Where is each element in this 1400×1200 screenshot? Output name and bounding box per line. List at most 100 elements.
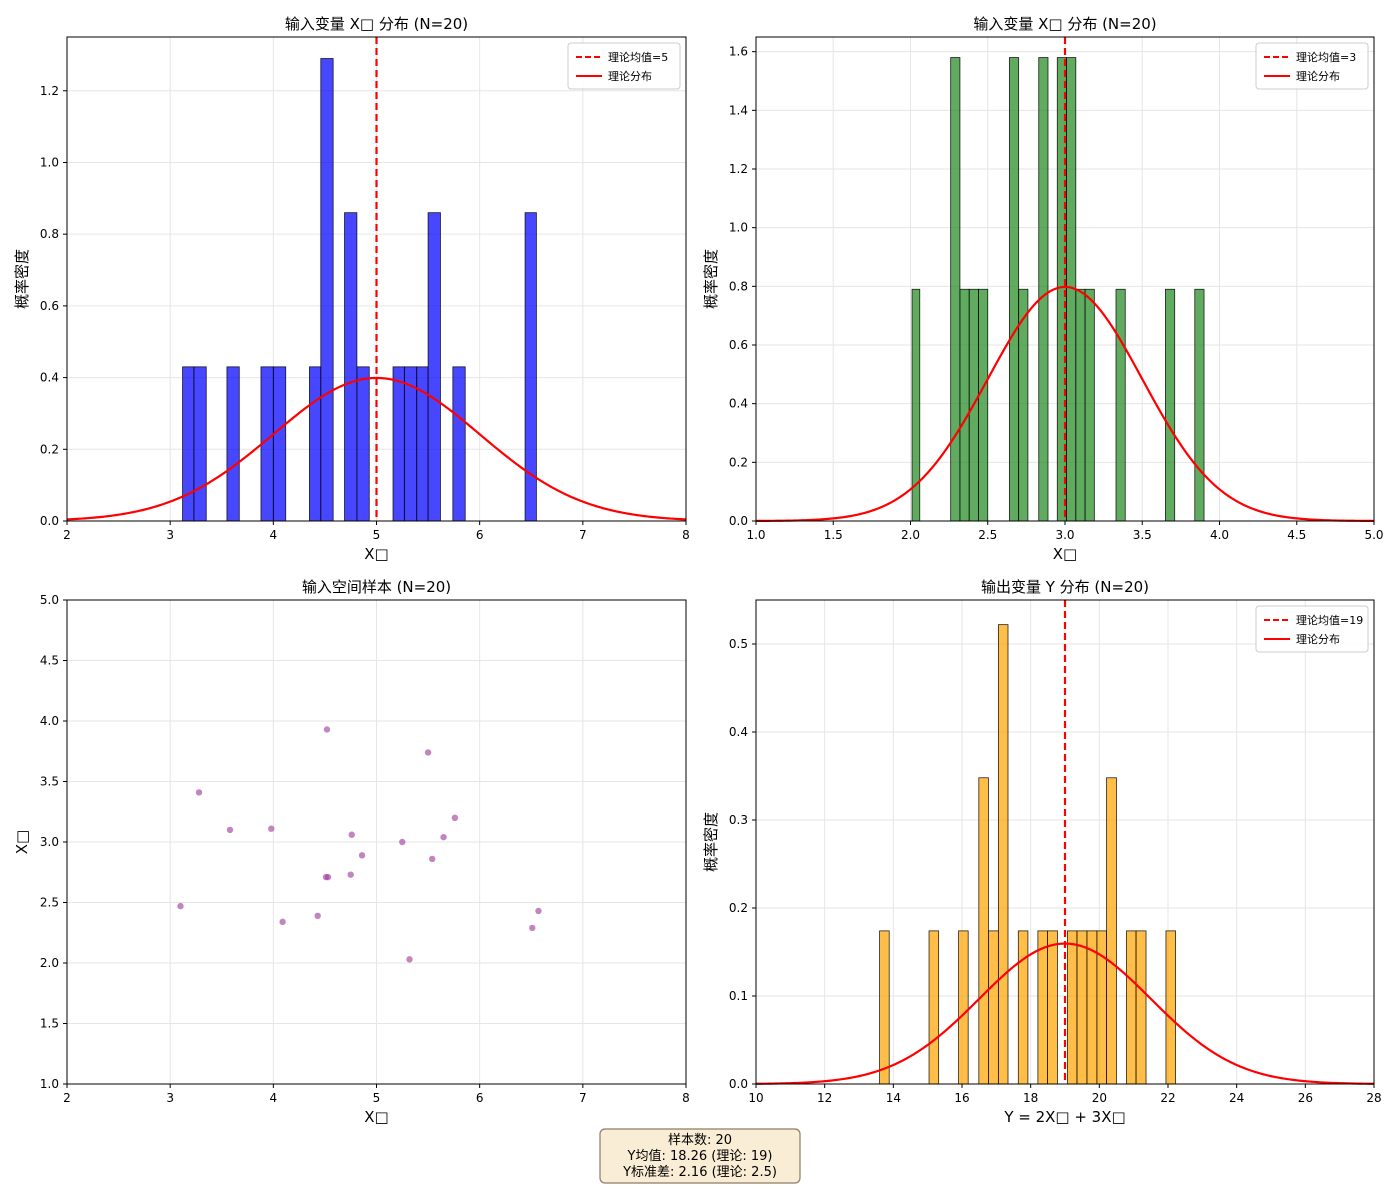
x-tick-label: 6 — [476, 1091, 484, 1105]
x-tick-label: 3.0 — [1055, 528, 1074, 542]
stats-box-background — [599, 1128, 801, 1184]
y-tick-label: 0.8 — [40, 227, 59, 241]
y-tick-label: 0.0 — [729, 1077, 748, 1091]
histogram-bar — [427, 212, 441, 522]
histogram-bar — [1075, 288, 1086, 522]
histogram-bar — [997, 624, 1009, 1085]
panel-x1-histogram: 2 3 4 5 6 7 8 0.0 0.2 0.4 0.6 0.8 1.0 1.2 输入变量 X□ 分布 (… — [13, 15, 690, 563]
legend-mean-label: 理论均值=19 — [1296, 613, 1363, 627]
y-tick-label: 0.4 — [40, 371, 59, 385]
y-tick-label: 0.5 — [729, 637, 748, 651]
scatter-point — [348, 831, 355, 838]
x-tick-label: 7 — [579, 528, 587, 542]
y-tick-label: 1.0 — [40, 1077, 59, 1091]
histogram-bar — [392, 366, 405, 522]
histogram-bar — [950, 57, 961, 522]
x-tick-label: 2.0 — [901, 528, 920, 542]
x-tick-label: 4.5 — [1287, 528, 1306, 542]
histogram-bar — [1135, 930, 1147, 1085]
scatter-point — [195, 789, 203, 796]
histogram-bar — [1008, 57, 1020, 522]
histogram-bar — [1067, 930, 1078, 1085]
x-tick-label: 20 — [1092, 1091, 1107, 1105]
y-tick-label: 3.5 — [40, 775, 59, 789]
y-tick-label: 0.1 — [729, 989, 748, 1003]
x-tick-label: 4 — [270, 1091, 278, 1105]
x-axis-label: X□ — [364, 1108, 388, 1126]
x-tick-label: 28 — [1366, 1091, 1381, 1105]
histogram-bar — [1038, 57, 1049, 522]
histogram-bar — [226, 366, 240, 522]
scatter-point — [268, 825, 275, 832]
x-tick-label: 2 — [63, 528, 71, 542]
x-tick-label: 8 — [682, 528, 690, 542]
y-axis-label: 概率密度 — [13, 249, 31, 309]
y-tick-label: 0.6 — [40, 299, 59, 313]
histogram-bar — [193, 366, 207, 522]
y-tick-label: 2.0 — [40, 956, 59, 970]
histogram-bar — [988, 930, 999, 1085]
x-tick-label: 12 — [817, 1091, 832, 1105]
y-tick-label: 3.0 — [40, 835, 59, 849]
histogram-bar — [1047, 930, 1058, 1085]
histogram-bar — [1084, 288, 1095, 522]
x-tick-label: 1.0 — [746, 528, 765, 542]
y-tick-label: 1.5 — [40, 1017, 59, 1031]
legend-curve-label: 理论分布 — [608, 69, 652, 83]
histogram-bar — [182, 366, 195, 522]
x-tick-label: 4.0 — [1210, 528, 1229, 542]
x-axis-label: Y = 2X□ + 3X□ — [1003, 1108, 1125, 1126]
scatter-point — [529, 924, 536, 932]
theory-distribution-curve — [755, 285, 1375, 523]
y-tick-label: 0.2 — [729, 901, 748, 915]
histogram-bar — [1115, 288, 1126, 522]
y-tick-label: 0.0 — [40, 514, 59, 528]
scatter-point — [424, 749, 432, 756]
chart-title: 输入变量 X□ 分布 (N=20) — [973, 15, 1156, 33]
histogram-bar — [320, 58, 334, 522]
histogram-bar — [1165, 930, 1176, 1085]
x-axis-label: X□ — [364, 545, 388, 563]
histogram-bar — [978, 288, 989, 522]
x-tick-label: 18 — [1023, 1091, 1038, 1105]
histogram-bar — [879, 930, 890, 1085]
scatter-point — [451, 814, 459, 821]
y-tick-label: 1.4 — [729, 103, 748, 117]
histogram-bar — [1017, 930, 1029, 1085]
legend-box — [1255, 605, 1369, 653]
scatter-point — [429, 855, 436, 863]
legend-mean-label: 理论均值=3 — [1296, 50, 1356, 64]
x-tick-label: 5 — [373, 1091, 381, 1105]
histogram-bar — [1165, 288, 1176, 522]
x-tick-label: 10 — [748, 1091, 763, 1105]
x-tick-label: 6 — [476, 528, 484, 542]
x-tick-label: 14 — [886, 1091, 901, 1105]
x-tick-label: 3 — [166, 1091, 174, 1105]
y-tick-label: 4.0 — [40, 714, 59, 728]
histogram-bar — [309, 366, 322, 522]
stats-sample-count: 样本数: 20 — [668, 1133, 732, 1148]
y-tick-label: 1.6 — [729, 45, 748, 59]
y-tick-label: 2.5 — [40, 896, 59, 910]
scatter-point — [399, 838, 406, 846]
x-tick-label: 8 — [682, 1091, 690, 1105]
y-tick-label: 0.0 — [729, 514, 748, 528]
x-tick-label: 3 — [166, 528, 174, 542]
x-tick-label: 5 — [373, 528, 381, 542]
x-tick-label: 4 — [270, 528, 278, 542]
y-tick-label: 1.0 — [729, 221, 748, 235]
histogram-bar — [959, 288, 970, 522]
x-tick-label: 26 — [1298, 1091, 1313, 1105]
y-tick-label: 0.3 — [729, 813, 748, 827]
scatter-point — [358, 852, 366, 859]
scatter-point — [177, 902, 184, 910]
histogram-bar — [958, 930, 969, 1085]
panel-input-scatter: 2 3 4 5 6 7 8 1.0 1.5 2.0 2.5 3.0 3.5 4.0 4.5 5.0 输入空间样本… — [13, 578, 690, 1126]
legend-box — [567, 42, 681, 90]
scatter-point — [279, 918, 286, 926]
histogram-bar — [403, 366, 418, 522]
y-tick-label: 5.0 — [40, 593, 59, 607]
stats-y-mean: Y均值: 18.26 (理论: 19) — [627, 1148, 773, 1164]
x-tick-label: 2 — [63, 1091, 71, 1105]
